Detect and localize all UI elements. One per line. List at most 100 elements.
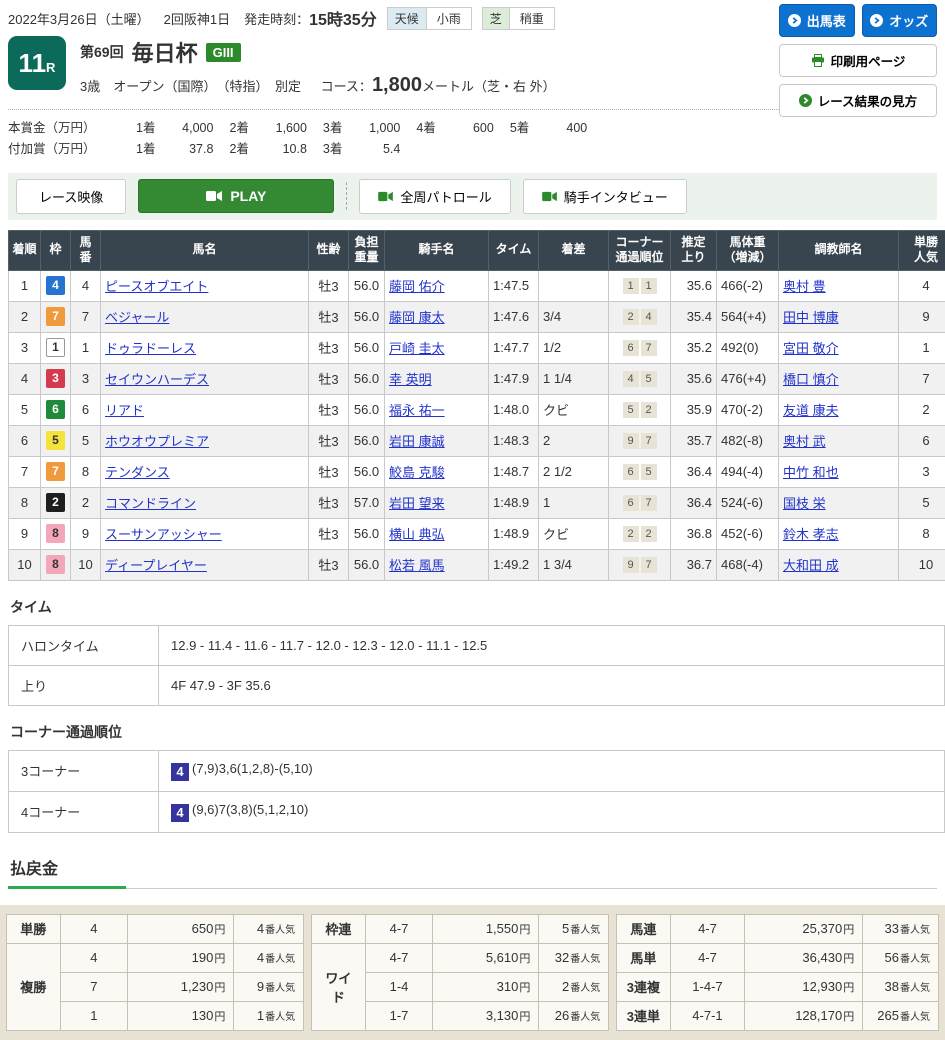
trainer-cell: 橋口 慎介	[779, 363, 899, 394]
horse-name-cell: コマンドライン	[101, 487, 309, 518]
corner-position-box: 4	[623, 371, 639, 387]
jockey-link[interactable]: 松若 風馬	[389, 558, 445, 573]
jockey-cell: 岩田 康誠	[385, 425, 489, 456]
frame-cell: 1	[41, 332, 71, 363]
page-header: 出馬表 オッズ 印刷用ページ レース結果の見方 2022年3月26日（土曜） 2…	[0, 0, 945, 889]
column-header-line: 負担	[350, 235, 383, 251]
margin-cell: クビ	[539, 394, 609, 425]
finish-position-cell: 3	[9, 332, 41, 363]
finish-position-cell: 9	[9, 518, 41, 549]
print-page-button[interactable]: 印刷用ページ	[779, 44, 937, 77]
grade-badge: GIII	[206, 43, 241, 62]
trainer-link[interactable]: 奥村 豊	[783, 279, 826, 294]
trainer-link[interactable]: 友道 康夫	[783, 403, 839, 418]
trainer-link[interactable]: 田中 博康	[783, 310, 839, 325]
bet-type-label: 3連複	[617, 972, 670, 1001]
jockey-link[interactable]: 鮫島 克駿	[389, 465, 445, 480]
horse-link[interactable]: コマンドライン	[105, 496, 196, 511]
race-video-button[interactable]: レース映像	[16, 179, 126, 214]
horse-link[interactable]: ディープレイヤー	[105, 558, 207, 573]
start-time-label: 発走時刻：	[244, 9, 309, 28]
play-button[interactable]: PLAY	[138, 179, 334, 213]
result-row: 566リアド牡356.0福永 祐一1:48.0クビ5235.9470(-2)友道…	[9, 394, 945, 425]
horse-weight-cell: 468(-4)	[717, 549, 779, 580]
finish-position-cell: 2	[9, 301, 41, 332]
last-time-label: 上り	[9, 665, 159, 705]
trainer-cell: 奥村 豊	[779, 270, 899, 301]
horse-link[interactable]: ベジャール	[105, 310, 169, 325]
video-camera-icon	[206, 190, 222, 202]
prize-pair: 1着4,000	[120, 118, 213, 139]
horse-link[interactable]: ピースオブエイト	[105, 279, 208, 294]
payout-amount: 3,130円	[433, 1001, 539, 1030]
frame-number-badge: 1	[46, 338, 65, 357]
corner-position-box: 6	[623, 464, 639, 480]
play-button-label: PLAY	[230, 188, 266, 204]
column-header: タイム	[489, 230, 539, 270]
jockey-link[interactable]: 幸 英明	[389, 372, 432, 387]
sex-age-cell: 牡3	[309, 332, 349, 363]
frame-cell: 4	[41, 270, 71, 301]
arrow-circle-icon	[870, 14, 883, 27]
results-guide-button[interactable]: レース結果の見方	[779, 84, 937, 117]
corner-position-box: 2	[623, 309, 639, 325]
horse-link[interactable]: リアド	[105, 403, 144, 418]
patrol-video-button[interactable]: 全周パトロール	[359, 179, 510, 214]
trainer-link[interactable]: 橋口 慎介	[783, 372, 839, 387]
horse-link[interactable]: スーサンアッシャー	[105, 527, 222, 542]
yen-unit: 円	[519, 1011, 530, 1023]
payout-amount-value: 3,130	[486, 1008, 519, 1023]
corner-position-box: 6	[623, 495, 639, 511]
arrow-circle-icon	[799, 94, 812, 107]
corner-position-box: 7	[641, 495, 657, 511]
horse-link[interactable]: ドゥラドーレス	[105, 341, 196, 356]
prize-place: 3着	[323, 118, 342, 139]
last-3f-cell: 35.4	[671, 301, 717, 332]
jockey-link[interactable]: 岩田 康誠	[389, 434, 445, 449]
results-header-row: 着順枠馬番馬名性齢負担重量騎手名タイム着差コーナー通過順位推定上り馬体重（増減）…	[9, 230, 945, 270]
race-results-table: 着順枠馬番馬名性齢負担重量騎手名タイム着差コーナー通過順位推定上り馬体重（増減）…	[8, 230, 945, 581]
sex-age-cell: 牡3	[309, 301, 349, 332]
corner-position-box: 9	[623, 557, 639, 573]
horse-number-cell: 4	[71, 270, 101, 301]
popularity-value: 32	[555, 950, 569, 965]
jockey-interview-button[interactable]: 騎手インタビュー	[523, 179, 687, 214]
carried-weight-cell: 56.0	[349, 301, 385, 332]
trainer-link[interactable]: 国枝 栄	[783, 496, 826, 511]
popularity-value: 9	[257, 979, 264, 994]
odds-button[interactable]: オッズ	[862, 4, 938, 37]
time-cell: 1:49.2	[489, 549, 539, 580]
horse-link[interactable]: ホウオウプレミア	[105, 434, 209, 449]
payout-combination: 4-7	[670, 914, 745, 943]
entries-button[interactable]: 出馬表	[779, 4, 855, 37]
horse-link[interactable]: テンダンス	[105, 465, 170, 480]
win-popularity-cell: 2	[899, 394, 945, 425]
trainer-link[interactable]: 中竹 和也	[783, 465, 839, 480]
payout-amount: 12,930円	[745, 972, 863, 1001]
last-time-value: 4F 47.9 - 3F 35.6	[159, 665, 945, 705]
result-row: 311ドゥラドーレス牡356.0戸崎 圭太1:47.71/26735.2492(…	[9, 332, 945, 363]
trainer-link[interactable]: 宮田 敬介	[783, 341, 839, 356]
prize-value: 1,000	[342, 118, 400, 139]
jockey-link[interactable]: 横山 典弘	[389, 527, 445, 542]
horse-link[interactable]: セイウンハーデス	[105, 372, 209, 387]
trainer-link[interactable]: 鈴木 孝志	[783, 527, 839, 542]
payout-popularity: 9番人気	[234, 972, 304, 1001]
course-label: コース：	[321, 79, 372, 94]
trainer-link[interactable]: 大和田 成	[783, 558, 839, 573]
jockey-link[interactable]: 藤岡 康太	[389, 310, 445, 325]
finish-position-cell: 4	[9, 363, 41, 394]
jockey-link[interactable]: 藤岡 佑介	[389, 279, 445, 294]
column-header-line: 単勝	[900, 235, 945, 251]
horse-number-cell: 3	[71, 363, 101, 394]
trainer-link[interactable]: 奥村 武	[783, 434, 826, 449]
jockey-link[interactable]: 岩田 望来	[389, 496, 445, 511]
corner4-order-cell: 4(9,6)7(3,8)(5,1,2,10)	[159, 791, 945, 832]
result-row: 10810ディープレイヤー牡356.0松若 風馬1:49.21 3/49736.…	[9, 549, 945, 580]
jockey-link[interactable]: 福永 祐一	[389, 403, 445, 418]
payout-amount: 190円	[128, 943, 234, 972]
payout-row: 馬単4-736,430円56番人気	[617, 943, 939, 972]
horse-number-cell: 1	[71, 332, 101, 363]
horse-weight-cell: 466(-2)	[717, 270, 779, 301]
jockey-link[interactable]: 戸崎 圭太	[389, 341, 445, 356]
